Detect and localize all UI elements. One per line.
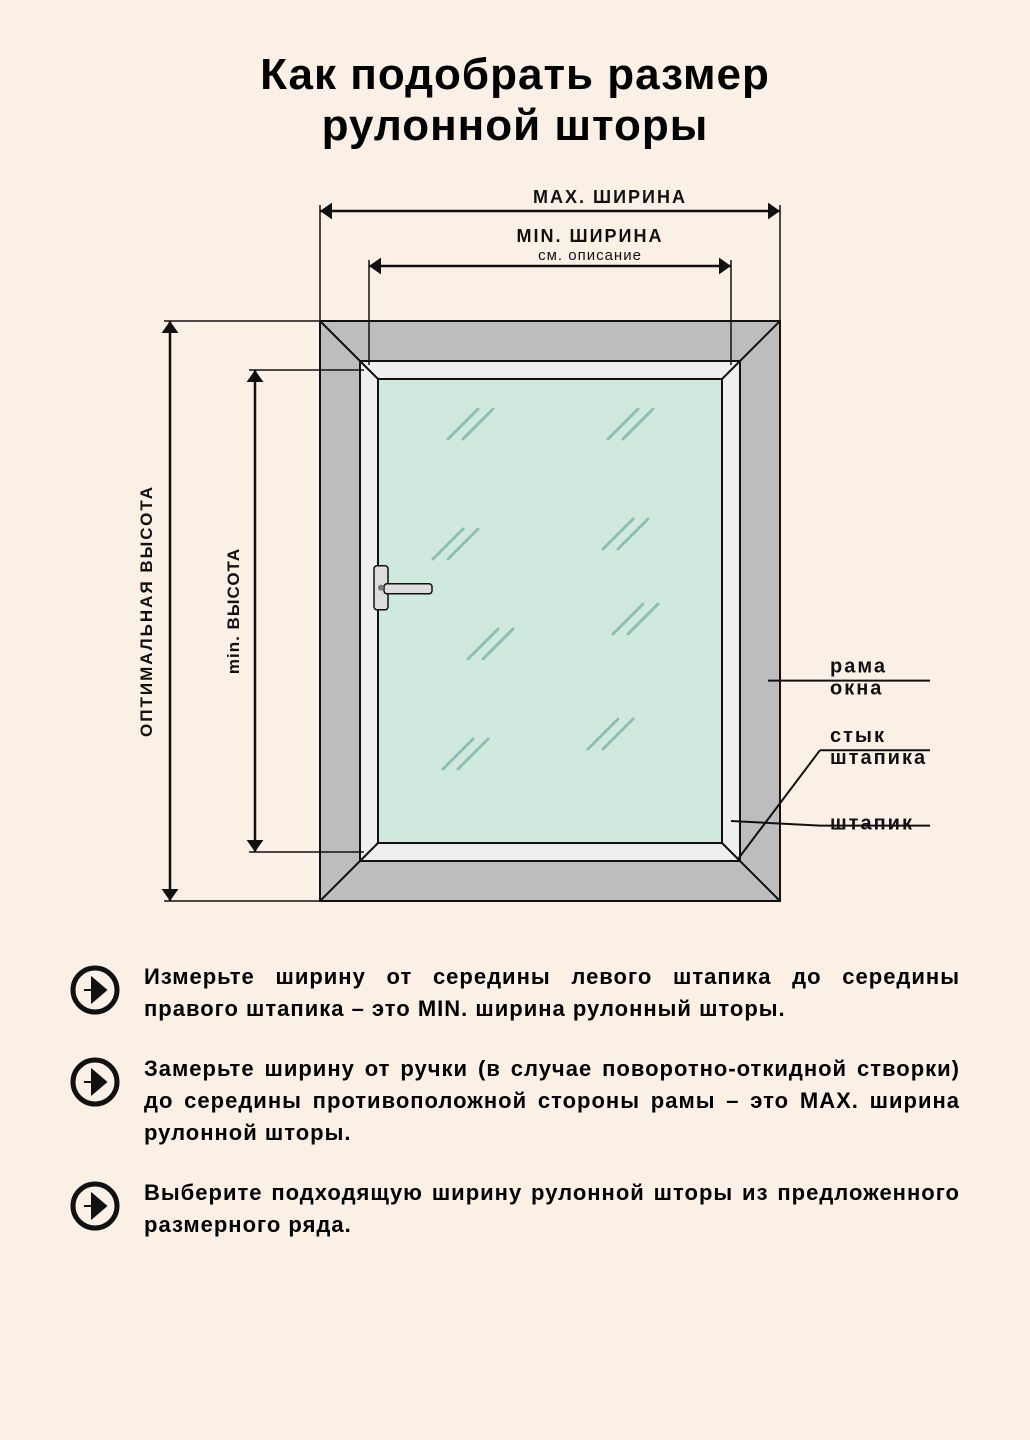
arrow-right-icon [70, 965, 120, 1015]
instruction-text: Измерьте ширину от середины левого штапи… [144, 961, 960, 1025]
svg-text:окна: окна [830, 678, 883, 700]
svg-text:min. ВЫСОТА: min. ВЫСОТА [224, 548, 243, 674]
svg-text:стык: стык [830, 725, 886, 747]
svg-text:штапика: штапика [830, 747, 927, 769]
title-line-1: Как подобрать размер [260, 50, 770, 99]
diagram-svg: MAX. ШИРИНА MIN. ШИРИНАсм. описание ОПТИМА… [60, 181, 970, 941]
instruction-step: Измерьте ширину от середины левого штапи… [70, 961, 960, 1025]
svg-text:рама: рама [830, 656, 887, 678]
svg-text:штапик: штапик [830, 813, 914, 835]
window-diagram: MAX. ШИРИНА MIN. ШИРИНАсм. описание ОПТИМА… [60, 181, 970, 941]
svg-text:MIN. ШИРИНА: MIN. ШИРИНА [517, 226, 664, 246]
arrow-right-icon [70, 1181, 120, 1231]
instruction-step: Замерьте ширину от ручки (в случае повор… [70, 1053, 960, 1149]
svg-text:MAX. ШИРИНА: MAX. ШИРИНА [533, 187, 687, 207]
page-title: Как подобрать размер рулонной шторы [60, 50, 970, 151]
instruction-step: Выберите подходящую ширину рулонной штор… [70, 1177, 960, 1241]
instruction-text: Замерьте ширину от ручки (в случае повор… [144, 1053, 960, 1149]
instructions-list: Измерьте ширину от середины левого штапи… [60, 961, 970, 1240]
svg-text:см. описание: см. описание [538, 247, 642, 264]
instruction-text: Выберите подходящую ширину рулонной штор… [144, 1177, 960, 1241]
svg-text:ОПТИМАЛЬНАЯ ВЫСОТА: ОПТИМАЛЬНАЯ ВЫСОТА [137, 485, 156, 737]
arrow-right-icon [70, 1057, 120, 1107]
title-line-2: рулонной шторы [322, 101, 709, 150]
